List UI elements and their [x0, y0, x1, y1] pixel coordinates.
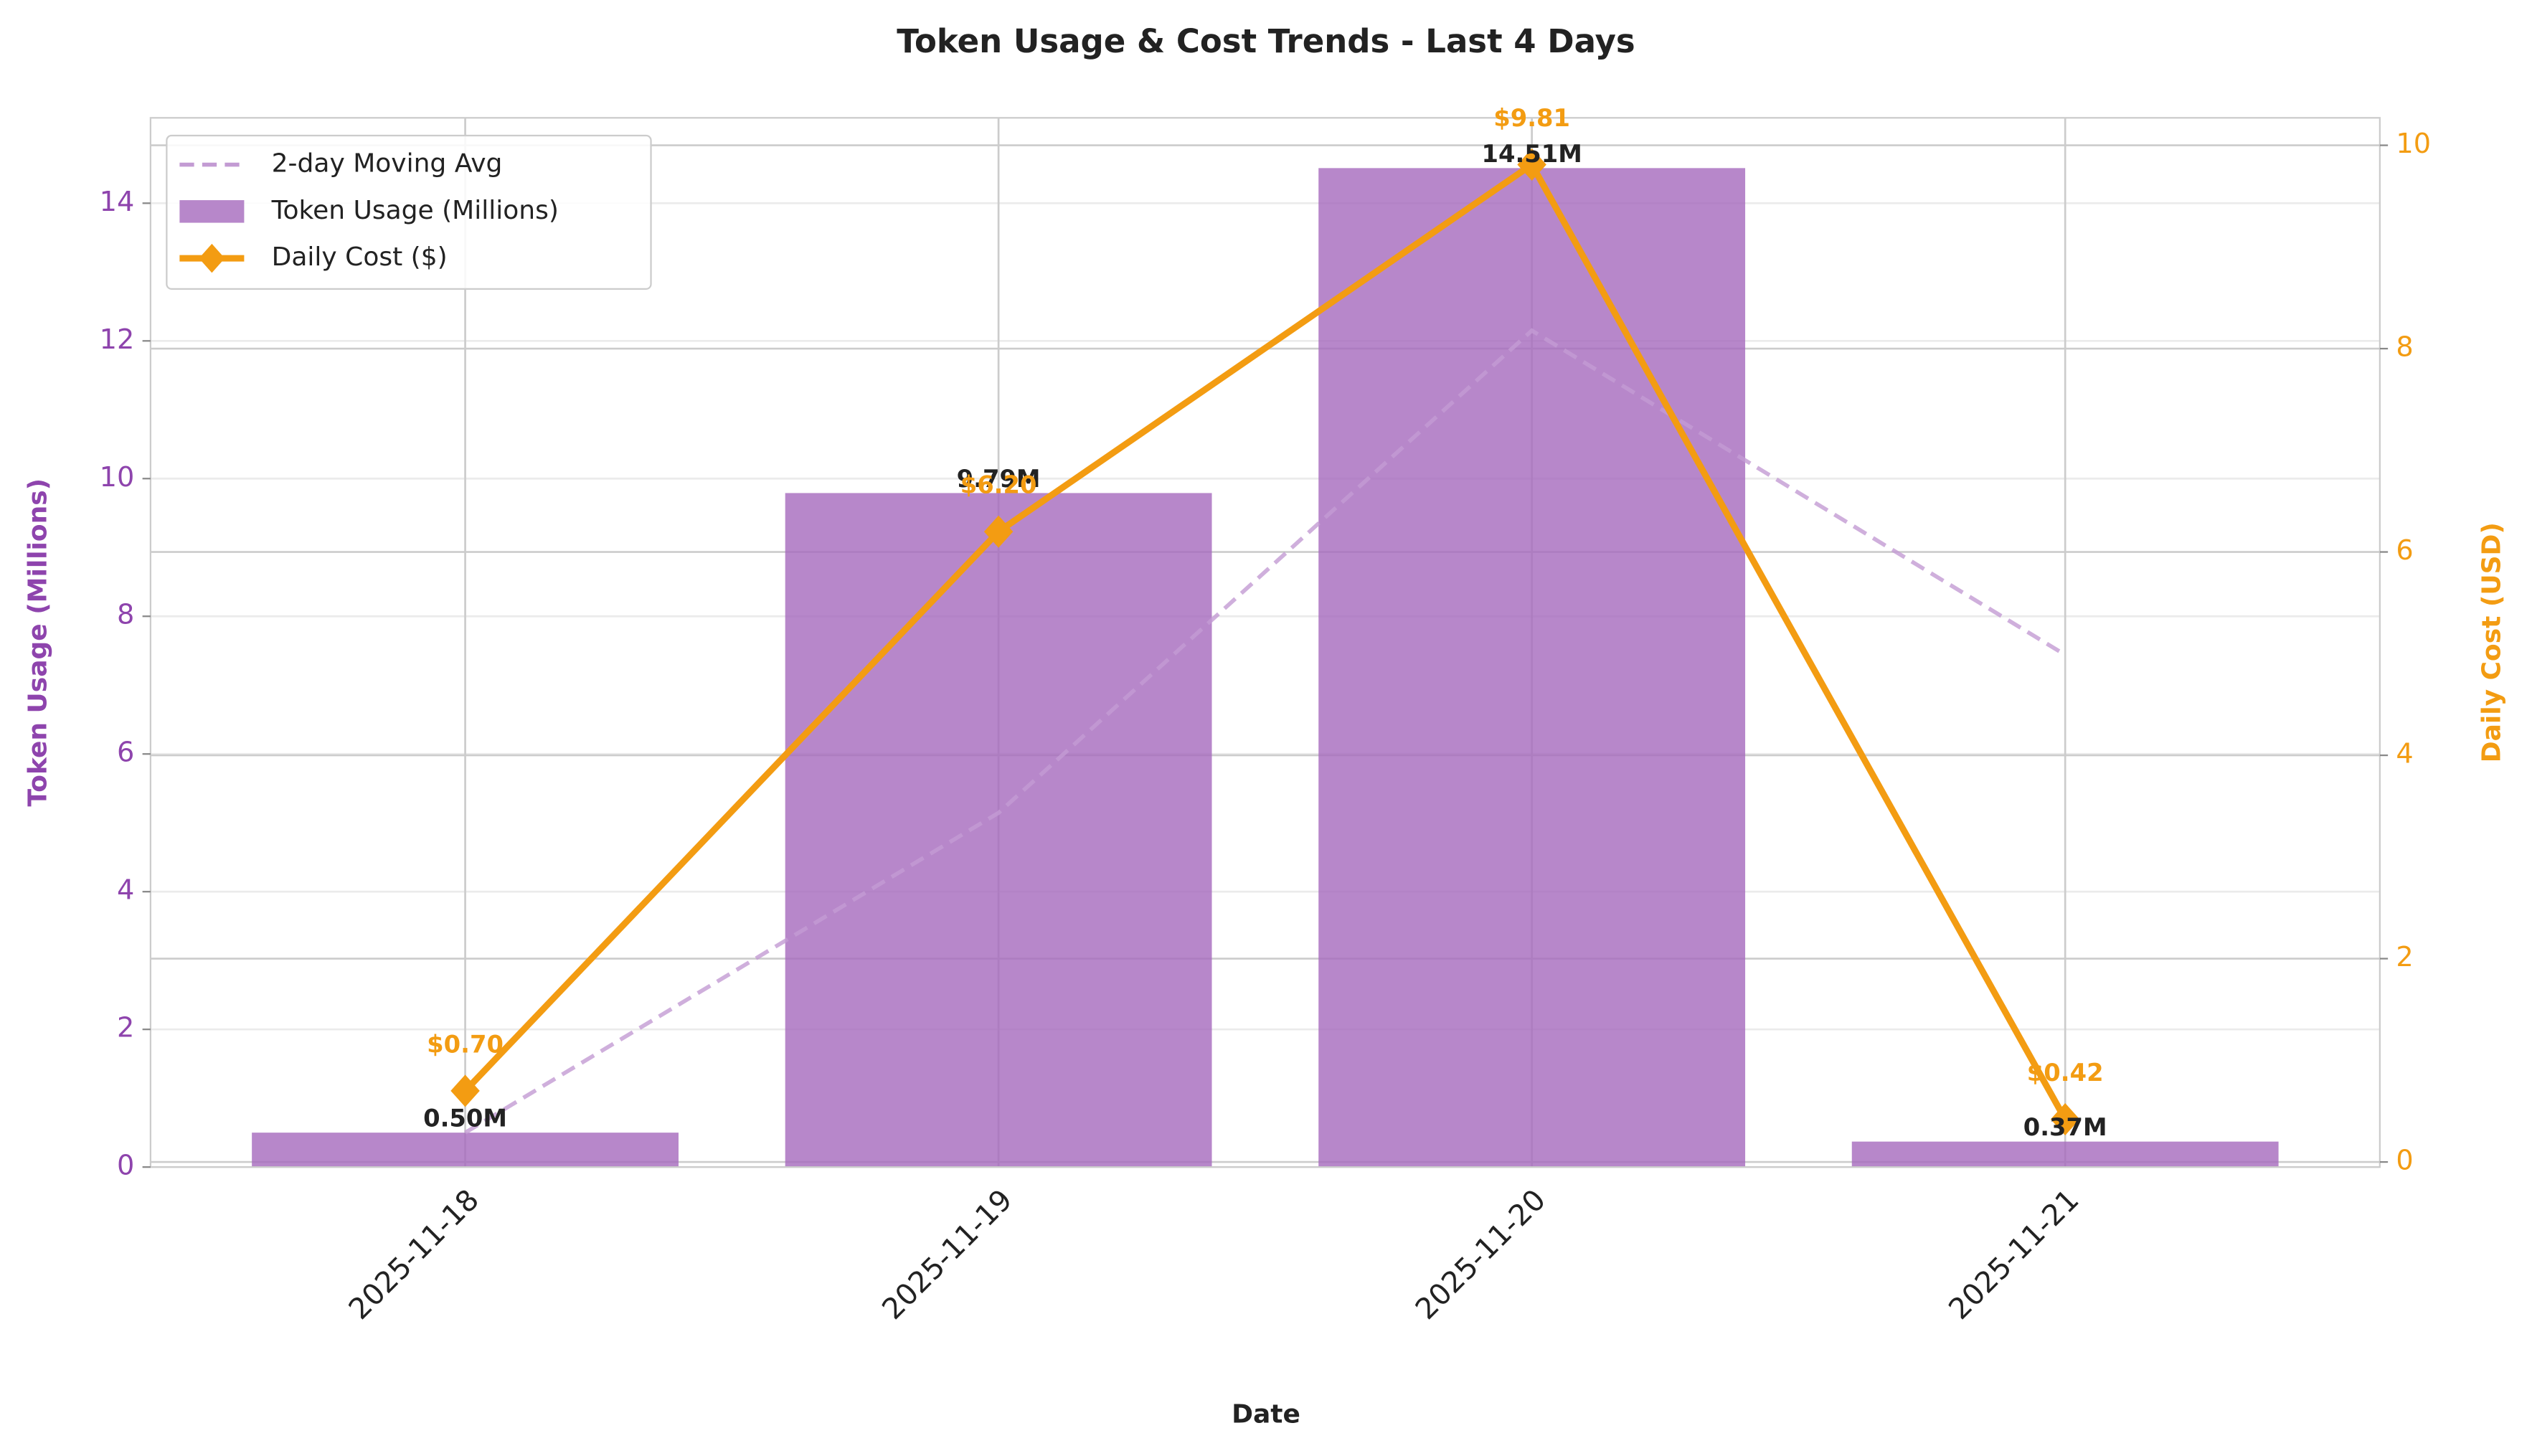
- y2-tick-label: 4: [2396, 738, 2413, 770]
- bar: [1851, 1141, 2279, 1168]
- y-tick-label: 2: [117, 1012, 134, 1044]
- data-label: $0.70: [427, 1030, 504, 1058]
- data-label: 0.50M: [423, 1105, 507, 1133]
- legend-label: Token Usage (Millions): [271, 196, 559, 225]
- y2-tick-label: 0: [2396, 1145, 2413, 1177]
- data-label: $6.20: [960, 471, 1037, 499]
- y2-tick-label: 2: [2396, 941, 2413, 973]
- marker: [983, 515, 1014, 548]
- y2-tick-label: 8: [2396, 331, 2413, 364]
- data-label: 0.37M: [2023, 1113, 2107, 1141]
- y-tick-label: 6: [117, 737, 134, 769]
- x-axis-label: Date: [1232, 1400, 1300, 1429]
- x-tick-label: 2025-11-21: [1942, 1183, 2085, 1326]
- marker: [450, 1074, 480, 1107]
- bar: [1318, 168, 1746, 1168]
- legend-box: [166, 134, 652, 290]
- legend-label: 2-day Moving Avg: [272, 149, 503, 179]
- y-tick-label: 14: [100, 186, 135, 218]
- data-label: 9.79M: [957, 465, 1041, 493]
- y-tick-label: 8: [117, 599, 134, 631]
- marks: [252, 148, 2279, 1168]
- bar: [252, 1133, 679, 1168]
- data-label: $9.81: [1493, 104, 1570, 132]
- y-tick-label: 10: [100, 461, 135, 493]
- x-tick-label: 2025-11-20: [1409, 1183, 1552, 1326]
- chart-title: Token Usage & Cost Trends - Last 4 Days: [897, 22, 1635, 60]
- legend-marker: [199, 243, 225, 273]
- x-tick-label: 2025-11-19: [875, 1183, 1019, 1326]
- legend-label: Daily Cost ($): [272, 242, 448, 272]
- y-tick-label: 0: [117, 1150, 134, 1182]
- line: [464, 328, 2066, 1135]
- plot-frame: [149, 117, 2381, 1168]
- bar: [785, 493, 1212, 1168]
- x-tick-label: 2025-11-18: [342, 1183, 486, 1326]
- legend-swatch: [179, 200, 245, 223]
- y2-axis-label: Daily Cost (USD): [2477, 522, 2506, 762]
- legend: 2-day Moving Avg Token Usage (Millions) Da…: [166, 134, 652, 290]
- y-tick-label: 12: [100, 323, 135, 356]
- y-tick-label: 4: [117, 874, 134, 907]
- y2-tick-label: 10: [2396, 128, 2431, 160]
- line: [463, 159, 2069, 1121]
- data-label: 14.51M: [1481, 140, 1582, 168]
- data-label: $0.42: [2027, 1059, 2104, 1087]
- y-axis-label: Token Usage (Millions): [24, 478, 53, 807]
- y2-tick-label: 6: [2396, 534, 2413, 567]
- marker: [1517, 148, 1546, 181]
